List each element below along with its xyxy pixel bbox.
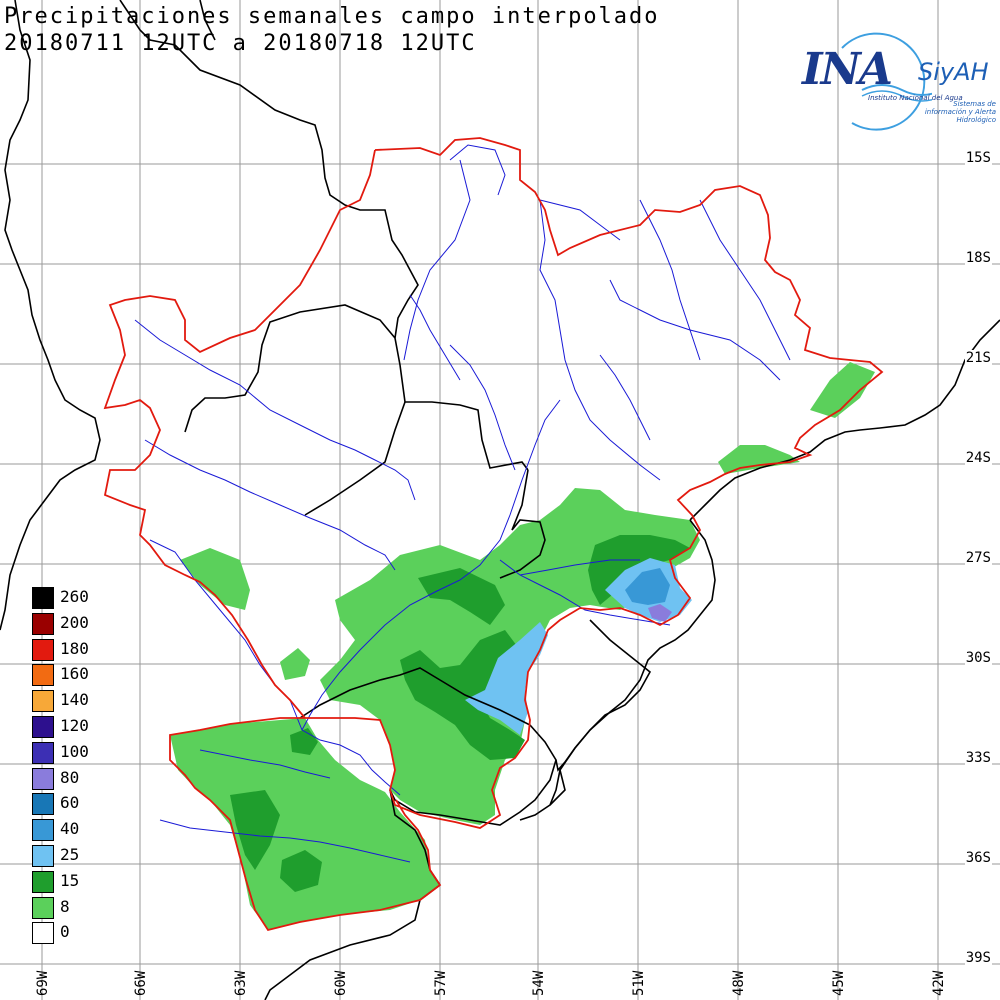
- legend-swatch: [32, 664, 54, 687]
- legend-item: 80: [30, 766, 100, 792]
- precip-area-80mm: [648, 604, 672, 622]
- legend-swatch: [32, 870, 54, 893]
- precip-area-8mm-south: [170, 718, 440, 930]
- legend-item: 60: [30, 791, 100, 817]
- legend-label: 80: [60, 767, 80, 787]
- latitude-label: 21S: [964, 350, 992, 366]
- legend-item: 180: [30, 637, 100, 663]
- legend-swatch: [32, 793, 54, 816]
- latitude-label: 39S: [964, 950, 992, 966]
- ina-siyah-logo: INA SiyAH Instituto Nacional del Agua Si…: [790, 28, 1000, 138]
- la-plata-basin-boundary: [103, 137, 884, 932]
- longitude-label: 69W: [35, 970, 51, 996]
- longitude-label: 63W: [233, 970, 249, 996]
- legend-label: 25: [60, 844, 80, 864]
- precipitation-field: [170, 362, 875, 930]
- precip-area-8mm-spot: [280, 648, 310, 680]
- legend-swatch: [32, 741, 54, 764]
- longitude-label: 42W: [931, 970, 947, 996]
- legend-item: 0: [30, 920, 100, 946]
- logo-swoosh-icon: [841, 32, 932, 131]
- legend-swatch: [32, 844, 54, 867]
- logo-subtitle-2: Sistemas de información y Alerta Hidroló…: [924, 100, 996, 124]
- legend-item: 15: [30, 869, 100, 895]
- legend-label: 180: [60, 638, 89, 658]
- legend-label: 200: [60, 612, 89, 632]
- logo-siyah-text: SiyAH: [918, 58, 989, 86]
- legend-swatch: [32, 715, 54, 738]
- latitude-label: 24S: [964, 450, 992, 466]
- legend-item: 160: [30, 662, 100, 688]
- legend-item: 8: [30, 895, 100, 921]
- legend-swatch: [32, 819, 54, 842]
- precip-area-15mm-2: [280, 850, 322, 892]
- legend-swatch: [32, 767, 54, 790]
- legend-label: 40: [60, 819, 80, 839]
- precip-area-15mm-5: [400, 630, 525, 760]
- latitude-label: 33S: [964, 750, 992, 766]
- legend-swatch: [32, 638, 54, 661]
- precip-area-8mm-northeast2: [810, 362, 875, 418]
- legend-item: 25: [30, 843, 100, 869]
- logo-subtitle-1: Instituto Nacional del Agua: [868, 94, 963, 102]
- longitude-label: 57W: [433, 970, 449, 996]
- legend-item: 200: [30, 611, 100, 637]
- longitude-label: 45W: [831, 970, 847, 996]
- legend-label: 0: [60, 922, 70, 942]
- longitude-label: 48W: [731, 970, 747, 996]
- rivers: [134, 144, 791, 863]
- legend-item: 260: [30, 585, 100, 611]
- latitude-label: 36S: [964, 850, 992, 866]
- longitude-label: 51W: [631, 970, 647, 996]
- latitude-label: 27S: [964, 550, 992, 566]
- latitude-label: 18S: [964, 250, 992, 266]
- legend-label: 140: [60, 690, 89, 710]
- latitude-label: 15S: [964, 150, 992, 166]
- legend-label: 260: [60, 587, 89, 606]
- map-title: Precipitaciones semanales campo interpol…: [4, 4, 660, 29]
- longitude-label: 54W: [531, 970, 547, 996]
- legend-swatch: [32, 896, 54, 919]
- latitude-label: 30S: [964, 650, 992, 666]
- precipitation-legend: 260 200 180 160 140 120 100 80 60 40 25 …: [30, 585, 100, 946]
- legend-item: 40: [30, 817, 100, 843]
- legend-label: 100: [60, 741, 89, 761]
- legend-label: 60: [60, 793, 80, 813]
- precip-area-40mm: [625, 568, 670, 605]
- legend-item: 120: [30, 714, 100, 740]
- legend-item: 140: [30, 688, 100, 714]
- legend-label: 8: [60, 896, 70, 916]
- map-period: 20180711 12UTC a 20180718 12UTC: [4, 31, 477, 56]
- legend-swatch: [32, 690, 54, 713]
- longitude-label: 60W: [333, 970, 349, 996]
- precip-area-15mm-1: [230, 790, 280, 870]
- legend-swatch: [32, 612, 54, 635]
- logo-ina-text: INA: [802, 44, 893, 95]
- legend-label: 15: [60, 870, 80, 890]
- precip-area-8mm-northeast1: [718, 445, 800, 474]
- legend-swatch: [32, 587, 54, 609]
- longitude-label: 66W: [133, 970, 149, 996]
- precip-area-15mm-4: [418, 568, 505, 625]
- legend-item: 100: [30, 740, 100, 766]
- precip-area-8mm-west: [180, 548, 250, 610]
- legend-label: 120: [60, 715, 89, 735]
- legend-label: 160: [60, 664, 89, 684]
- legend-swatch: [32, 922, 54, 945]
